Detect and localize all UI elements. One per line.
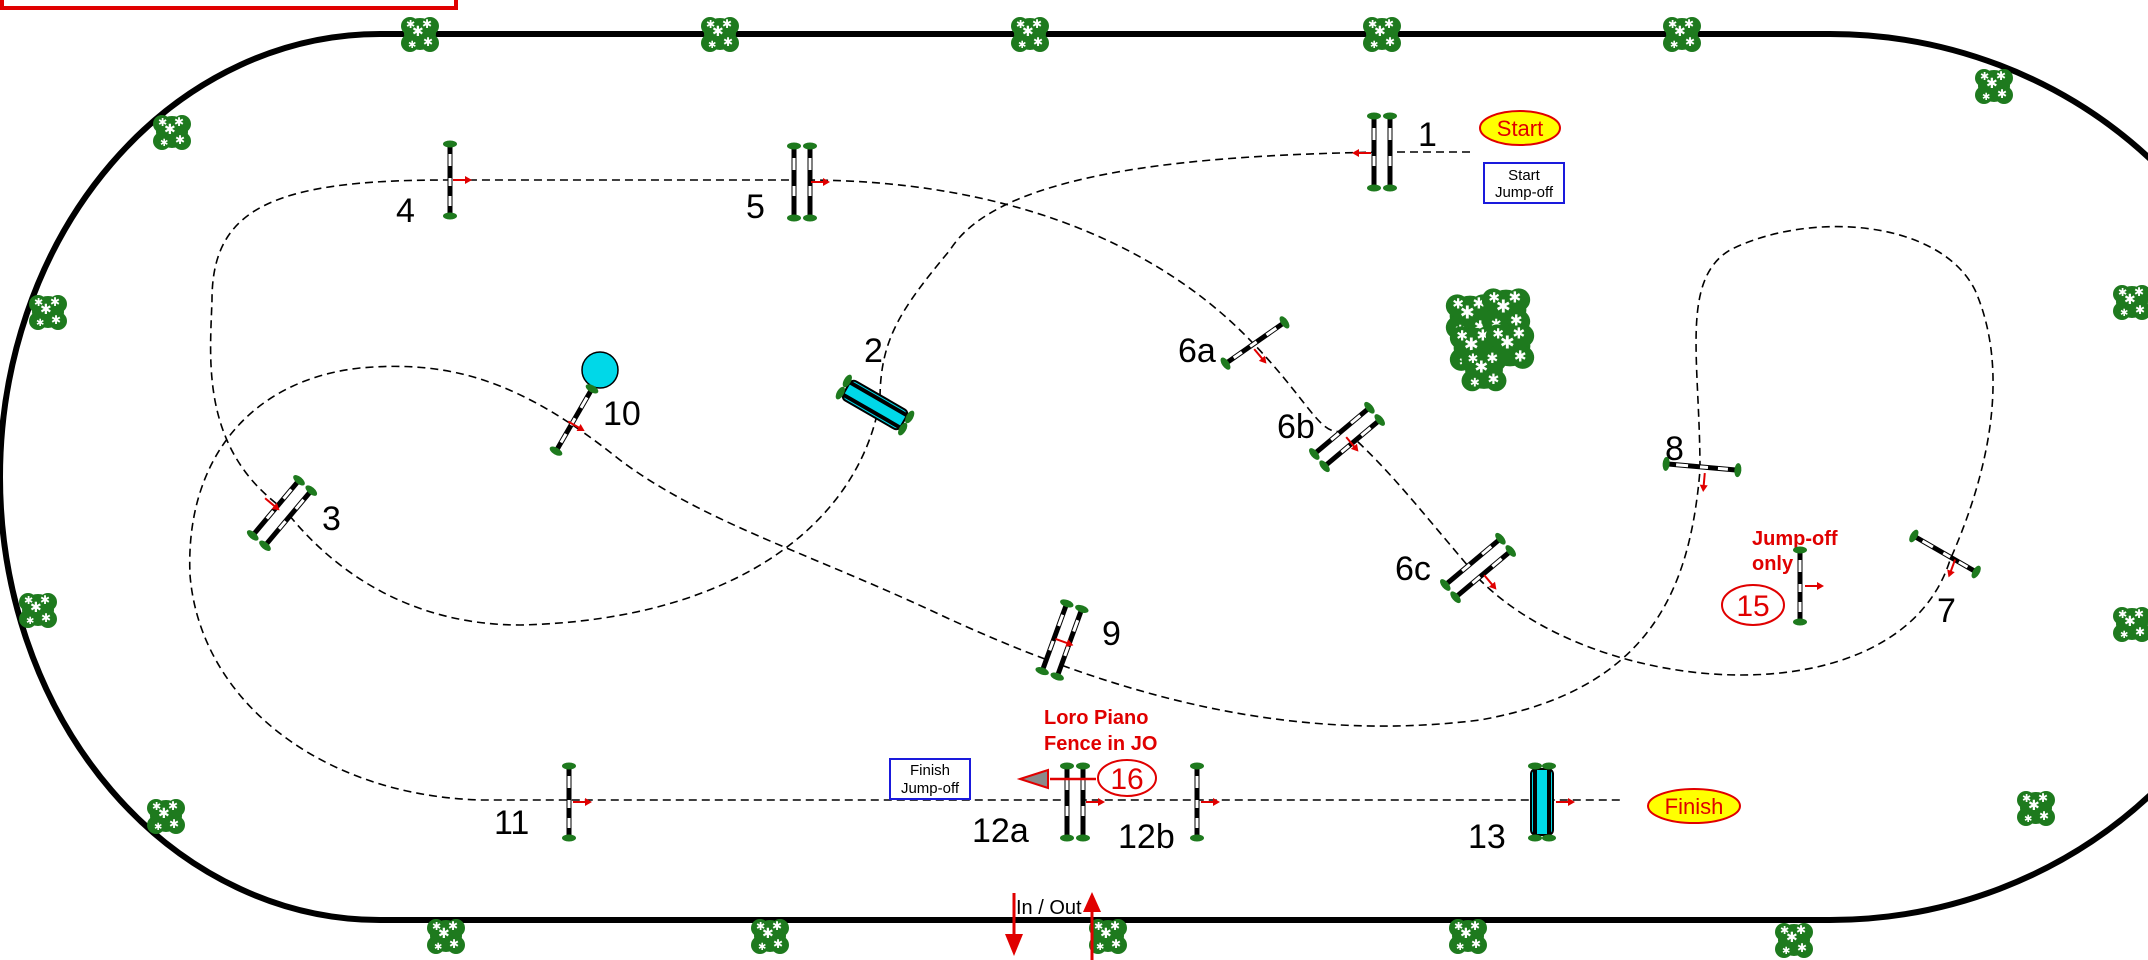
oxer-icon bbox=[1060, 763, 1090, 842]
direction-arrow-icon bbox=[1250, 345, 1271, 368]
jump-6a: 6a bbox=[1178, 315, 1291, 372]
jumpoff-fence-16: 16 bbox=[1016, 759, 1157, 797]
jump-6c: 6c bbox=[1395, 531, 1518, 605]
jump-number: 10 bbox=[603, 395, 641, 433]
tree-icon bbox=[153, 115, 191, 150]
finish-marker: Finish bbox=[1647, 788, 1741, 824]
decoration-ball bbox=[581, 351, 619, 389]
jump-13: 13 bbox=[1468, 762, 1575, 856]
water-jump-icon bbox=[831, 371, 919, 439]
jump-number: 5 bbox=[746, 188, 765, 226]
jump-4: 4 bbox=[396, 141, 472, 230]
tree-icon bbox=[2113, 607, 2148, 642]
jumpoff-number: 15 bbox=[1736, 590, 1769, 623]
start-jumpoff-line-2: Jump-off bbox=[1495, 184, 1554, 201]
tree-icon bbox=[2017, 791, 2055, 826]
tree-icon bbox=[1089, 919, 1127, 954]
start-label: Start bbox=[1497, 116, 1543, 141]
jump-11: 11 bbox=[494, 763, 592, 842]
loro-piano-line-1: Loro Piano bbox=[1044, 707, 1148, 729]
tree-icon bbox=[1449, 919, 1487, 954]
jump-6b: 6b bbox=[1277, 400, 1387, 474]
jump-number: 2 bbox=[864, 332, 883, 370]
jump-3: 3 bbox=[245, 473, 341, 553]
course-path bbox=[188, 151, 1994, 801]
tree-icon bbox=[1663, 17, 1701, 52]
arrow-up-icon bbox=[1083, 892, 1101, 912]
tree-icon bbox=[427, 919, 465, 954]
oxer-icon bbox=[1034, 598, 1089, 682]
tree-icon bbox=[1975, 69, 2013, 104]
jump-number: 12a bbox=[972, 812, 1029, 850]
vertical-icon bbox=[1219, 315, 1292, 372]
tree-icon bbox=[2113, 285, 2148, 320]
jump-number: 11 bbox=[494, 804, 529, 842]
tree-icon bbox=[1363, 17, 1401, 52]
jump-number: 6a bbox=[1178, 332, 1216, 370]
start-jumpoff-marker: Start Jump-off bbox=[1483, 162, 1565, 204]
jump-10: 10 bbox=[548, 382, 641, 457]
direction-arrow-icon bbox=[1352, 148, 1372, 158]
finish-jumpoff-line-1: Finish bbox=[910, 762, 950, 779]
start-jumpoff-line-1: Start bbox=[1508, 167, 1541, 184]
jump-5: 5 bbox=[746, 143, 830, 226]
arrow-left-icon bbox=[1016, 768, 1049, 790]
arrow-down-icon bbox=[1005, 934, 1023, 956]
direction-arrow-icon bbox=[1804, 581, 1824, 591]
jump-number: 13 bbox=[1468, 818, 1506, 856]
direction-arrow-icon bbox=[1698, 471, 1710, 493]
arena-border bbox=[0, 31, 2148, 923]
vertical-icon bbox=[548, 382, 600, 457]
loro-piano-note: Loro Piano Fence in JO bbox=[1044, 707, 1157, 755]
jump-9: 9 bbox=[1034, 598, 1121, 682]
jump-7: 7 bbox=[1907, 528, 1982, 630]
tree-icon bbox=[29, 295, 67, 330]
finish-label: Finish bbox=[1665, 794, 1724, 819]
tree-icon bbox=[701, 17, 739, 52]
tree-icon bbox=[147, 799, 185, 834]
jump-8: 8 bbox=[1662, 430, 1742, 493]
jump-number: 1 bbox=[1418, 116, 1437, 154]
vertical-icon bbox=[1907, 528, 1982, 580]
jump-number: 7 bbox=[1937, 592, 1956, 630]
jump-number: 8 bbox=[1665, 430, 1684, 468]
jumpoff-fence-15: Jump-off only 15 bbox=[1721, 528, 1838, 626]
jump-number: 3 bbox=[322, 500, 341, 538]
tree-icon bbox=[1775, 923, 1813, 958]
jump-number: 12b bbox=[1118, 818, 1175, 856]
jump-number: 6b bbox=[1277, 408, 1315, 446]
direction-arrow-icon bbox=[452, 175, 472, 185]
jump-12b: 12b bbox=[1118, 763, 1220, 856]
water-jump-icon bbox=[1526, 762, 1558, 842]
jump-number: 9 bbox=[1102, 615, 1121, 653]
tree-icon bbox=[1461, 349, 1507, 392]
in-out-gate: In / Out bbox=[1005, 892, 1101, 960]
jump-number: 4 bbox=[396, 192, 415, 230]
finish-jumpoff-marker: Finish Jump-off bbox=[889, 758, 971, 800]
vertical-icon bbox=[1793, 547, 1807, 626]
jumpoff-only-line-2: only bbox=[1752, 553, 1794, 575]
in-out-label: In / Out bbox=[1016, 897, 1082, 919]
jump-2: 2 bbox=[831, 332, 919, 439]
jump-12a: 12a bbox=[972, 763, 1105, 850]
tree-icon bbox=[1011, 17, 1049, 52]
direction-arrow-icon bbox=[810, 177, 830, 187]
tree-icon bbox=[19, 593, 57, 628]
jump-1: 1 bbox=[1352, 113, 1437, 192]
jumpoff-only-line-1: Jump-off bbox=[1752, 528, 1838, 550]
jump-number: 6c bbox=[1395, 550, 1431, 588]
tree-cluster bbox=[1445, 288, 1535, 392]
loro-piano-line-2: Fence in JO bbox=[1044, 733, 1157, 755]
oxer-icon bbox=[1438, 531, 1518, 605]
tree-icon bbox=[401, 17, 439, 52]
jumpoff-number: 16 bbox=[1110, 763, 1143, 796]
finish-jumpoff-line-2: Jump-off bbox=[901, 780, 960, 797]
tree-icon bbox=[751, 919, 789, 954]
partial-frame bbox=[0, 0, 458, 10]
oxer-icon bbox=[1367, 113, 1397, 192]
start-marker: Start bbox=[1479, 110, 1561, 146]
